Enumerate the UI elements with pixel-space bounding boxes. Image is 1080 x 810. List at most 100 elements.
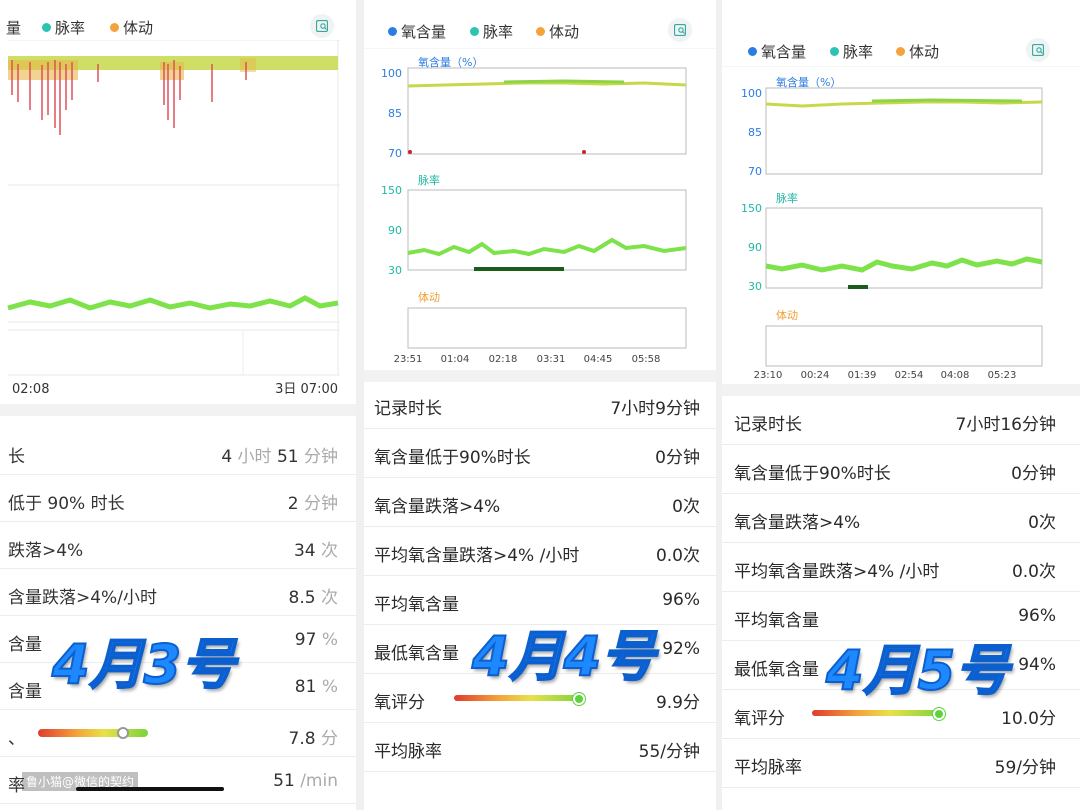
stat-value: 9.9分 — [655, 693, 700, 713]
oxygen-score-bar — [38, 729, 148, 737]
stat-label: 率 — [8, 776, 25, 796]
stat-label: 记录时长 — [374, 399, 442, 419]
stat-row: 氧评分 9.9分 — [364, 674, 716, 723]
stat-value: 97 % — [295, 630, 338, 650]
stat-label: 、 — [8, 729, 25, 749]
stat-row: 氧含量跌落>4% 0次 — [722, 494, 1080, 543]
legend-pulse[interactable]: 脉率 — [470, 21, 513, 42]
chart-legend: 氧含量 脉率 体动 — [364, 21, 716, 45]
stat-number: 2 — [287, 494, 299, 514]
legend-pulse[interactable]: 脉率 — [830, 41, 873, 62]
oxygen-score-bar — [812, 710, 942, 716]
stat-number: 34 — [293, 541, 316, 561]
pulse-dot-icon — [42, 23, 51, 32]
chart-screenshot-icon[interactable] — [668, 18, 692, 42]
legend-oxygen[interactable]: 氧含量 — [748, 41, 806, 62]
stat-row: 最低氧含量 92% — [364, 625, 716, 674]
stat-label: 含量 — [8, 682, 42, 702]
chart-screenshot-icon[interactable] — [1026, 38, 1050, 62]
stat-number: 8.5 — [288, 588, 316, 608]
legend-oxygen[interactable]: 氧含量 — [388, 21, 446, 42]
stat-row: 平均氧含量跌落>4% /小时 0.0次 — [364, 527, 716, 576]
time-label-2: 01:39 — [848, 370, 877, 381]
stat-label: 含量 — [8, 635, 42, 655]
chart-legend: 氧含量 脉率 体动 — [722, 41, 1080, 65]
report-panel-april-3: 量 脉率 体动 — [0, 0, 356, 810]
stat-row: 平均氧含量跌落>4% /小时 0.0次 — [722, 543, 1080, 592]
oxygen-tick-70: 70 — [748, 165, 762, 178]
stat-value: 10.0分 — [1001, 709, 1056, 729]
date-watermark: 4月4号 — [471, 624, 656, 689]
chart-screenshot-icon[interactable] — [310, 14, 334, 38]
stat-label: 记录时长 — [734, 415, 802, 435]
legend-motion[interactable]: 体动 — [110, 17, 153, 38]
stat-row: 含量 81 % — [0, 663, 356, 710]
oxygen-tick-85: 85 — [388, 107, 402, 120]
stat-unit: % — [321, 677, 338, 697]
time-label-4: 04:45 — [584, 354, 613, 365]
stat-value: 4 小时 51 分钟 — [221, 442, 338, 467]
pulse-tick-150: 150 — [381, 184, 402, 197]
stat-label: 氧评分 — [374, 693, 425, 713]
stat-value: 0分钟 — [655, 448, 700, 468]
sleep-oxygen-chart: 氧含量（%） 100 85 70 脉率 150 90 30 体动 23:51 0… — [364, 48, 716, 365]
oxygen-chart-label: 氧含量（%） — [776, 75, 841, 89]
stat-label: 平均氧含量跌落>4% /小时 — [374, 546, 580, 566]
home-indicator — [76, 787, 224, 791]
stat-value: 34 次 — [294, 536, 338, 561]
stat-value: 51 /min — [273, 771, 338, 791]
stat-row: 平均氧含量 96% — [364, 576, 716, 625]
legend-oxygen[interactable]: 量 — [6, 19, 22, 37]
legend-pulse[interactable]: 脉率 — [42, 17, 85, 38]
stat-value: 81 % — [295, 677, 338, 697]
stat-unit: 小时 — [237, 447, 272, 467]
date-watermark: 4月3号 — [51, 632, 236, 697]
chart-legend: 量 脉率 体动 — [0, 17, 356, 41]
stat-label: 氧含量低于90%时长 — [734, 464, 891, 484]
stat-number: 97 — [294, 630, 317, 650]
time-label-0: 23:51 — [394, 354, 423, 365]
time-start-label: 02:08 — [12, 382, 49, 397]
pulse-tick-30: 30 — [388, 264, 402, 277]
legend-motion[interactable]: 体动 — [896, 41, 939, 62]
motion-chart-label: 体动 — [776, 308, 798, 322]
oxygen-score-knob — [933, 708, 945, 720]
pulse-tick-90: 90 — [388, 224, 402, 237]
time-label-0: 23:10 — [754, 370, 783, 381]
stat-label: 平均氧含量 — [734, 611, 819, 631]
stat-unit: 次 — [321, 541, 338, 561]
sleep-oxygen-chart: 氧含量（%） 100 85 70 脉率 150 90 30 体动 23:10 0… — [722, 66, 1080, 381]
pulse-tick-30: 30 — [748, 280, 762, 293]
stat-label: 平均脉率 — [734, 758, 802, 778]
stat-number: 7.8 — [288, 729, 316, 749]
legend-motion[interactable]: 体动 — [536, 21, 579, 42]
oxygen-dot-icon — [388, 27, 397, 36]
panel-gap — [356, 0, 364, 810]
stat-row: 氧含量低于90%时长 0分钟 — [722, 445, 1080, 494]
motion-chart-label: 体动 — [418, 290, 440, 304]
stat-label: 最低氧含量 — [374, 644, 459, 664]
stat-unit: /min — [300, 771, 338, 791]
stat-value: 8.5 次 — [289, 583, 338, 608]
stat-label: 最低氧含量 — [734, 660, 819, 680]
stat-value: 96% — [662, 590, 700, 610]
stat-value: 7小时9分钟 — [610, 399, 700, 419]
stat-row: 含量 97 % — [0, 616, 356, 663]
stat-unit: 分 — [321, 729, 338, 749]
stat-row: 记录时长 7小时9分钟 — [364, 380, 716, 429]
oxygen-dot-icon — [748, 47, 757, 56]
stat-row: 氧含量跌落>4% 0次 — [364, 478, 716, 527]
stat-number: 4 — [221, 447, 233, 467]
time-label-4: 04:08 — [941, 370, 970, 381]
stat-value: 59/分钟 — [994, 758, 1056, 778]
stat-number: 51 — [273, 771, 295, 791]
time-label-3: 02:54 — [895, 370, 924, 381]
stat-row: 氧评分 10.0分 — [722, 690, 1080, 739]
oxygen-score-knob — [573, 693, 585, 705]
stat-label: 氧含量跌落>4% — [374, 497, 501, 517]
stat-value: 2 分钟 — [288, 489, 338, 514]
oxygen-series — [407, 81, 687, 88]
stat-unit: 次 — [321, 588, 338, 608]
oxygen-tick-100: 100 — [741, 87, 762, 100]
stat-label: 低于 90% 时长 — [8, 494, 125, 514]
